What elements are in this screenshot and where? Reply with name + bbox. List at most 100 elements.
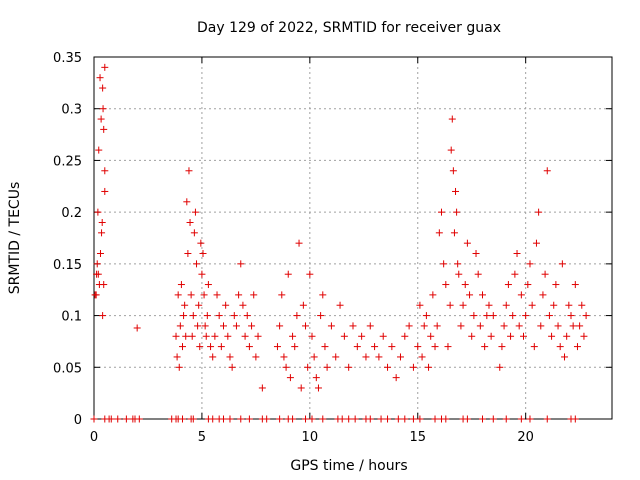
points-layer [90, 63, 590, 423]
data-point [552, 281, 560, 289]
data-point [511, 270, 519, 278]
data-point [446, 301, 454, 309]
data-point [90, 415, 98, 423]
data-point [377, 415, 385, 423]
data-point [193, 260, 201, 268]
data-point [252, 353, 260, 361]
data-point [463, 415, 471, 423]
data-point [209, 415, 217, 423]
data-point [427, 332, 435, 340]
data-point [502, 301, 510, 309]
data-point [454, 260, 462, 268]
data-point [204, 281, 212, 289]
data-point [99, 105, 107, 113]
data-point [100, 125, 108, 133]
data-point [479, 415, 486, 423]
data-point [431, 343, 439, 351]
data-point [528, 301, 536, 309]
data-point [532, 239, 540, 247]
data-point [101, 167, 109, 175]
data-point [190, 229, 198, 237]
x-tick-label: 20 [517, 430, 534, 445]
data-point [207, 343, 215, 351]
data-point [286, 374, 294, 382]
data-point [485, 301, 493, 309]
data-point [293, 312, 301, 320]
data-point [461, 281, 469, 289]
data-point [98, 218, 106, 226]
data-point [230, 312, 238, 320]
data-point [401, 415, 409, 423]
data-point [582, 312, 590, 320]
data-point [375, 353, 383, 361]
data-point [280, 353, 288, 361]
x-axis-label: GPS time / hours [290, 458, 407, 474]
data-point [321, 343, 329, 351]
data-point [565, 301, 573, 309]
data-point [416, 301, 424, 309]
data-point [509, 312, 517, 320]
data-point [319, 291, 327, 299]
data-point [545, 312, 553, 320]
data-point [327, 322, 335, 330]
data-point [481, 343, 489, 351]
data-point [425, 363, 433, 371]
data-point [522, 312, 530, 320]
data-point [197, 239, 205, 247]
data-point [226, 353, 234, 361]
data-point [543, 167, 551, 175]
data-point [220, 415, 227, 423]
data-point [550, 301, 558, 309]
data-point [563, 332, 571, 340]
data-point [401, 332, 409, 340]
data-point [308, 332, 316, 340]
data-point [297, 384, 305, 392]
data-point [173, 353, 181, 361]
data-point [135, 415, 143, 423]
y-tick-label: 0.35 [53, 51, 82, 66]
data-point [291, 343, 299, 351]
data-point [543, 415, 551, 423]
data-point [345, 415, 353, 423]
x-tick-label: 5 [198, 430, 206, 445]
data-point [93, 270, 101, 278]
data-point [187, 291, 195, 299]
data-point [232, 322, 240, 330]
data-point [215, 312, 223, 320]
data-point [278, 291, 286, 299]
data-point [517, 291, 525, 299]
data-point [196, 343, 204, 351]
data-point [245, 415, 253, 423]
data-point [580, 332, 588, 340]
data-point [409, 363, 417, 371]
data-point [194, 322, 202, 330]
data-point [100, 281, 108, 289]
data-point [442, 281, 450, 289]
data-point [530, 343, 538, 351]
data-point [448, 115, 456, 123]
data-point [449, 167, 457, 175]
data-point [576, 322, 584, 330]
y-tick-label: 0.25 [53, 154, 82, 169]
data-point [349, 322, 357, 330]
data-point [177, 281, 185, 289]
data-point [452, 187, 460, 195]
data-point [211, 332, 219, 340]
data-point [172, 332, 180, 340]
data-point [289, 332, 297, 340]
data-point [200, 291, 208, 299]
data-point [476, 322, 484, 330]
data-point [498, 343, 506, 351]
data-point [541, 270, 549, 278]
data-point [336, 301, 344, 309]
data-point [556, 343, 564, 351]
ticks-layer: 0 0.05 0.1 0.15 0.2 0.25 0.3 0.35 0 5 10 15 20 [53, 51, 612, 445]
data-point [394, 415, 402, 423]
data-point [405, 322, 413, 330]
data-point [520, 332, 528, 340]
data-point [317, 312, 325, 320]
data-point [241, 332, 249, 340]
data-point [314, 384, 322, 392]
data-point [302, 322, 310, 330]
